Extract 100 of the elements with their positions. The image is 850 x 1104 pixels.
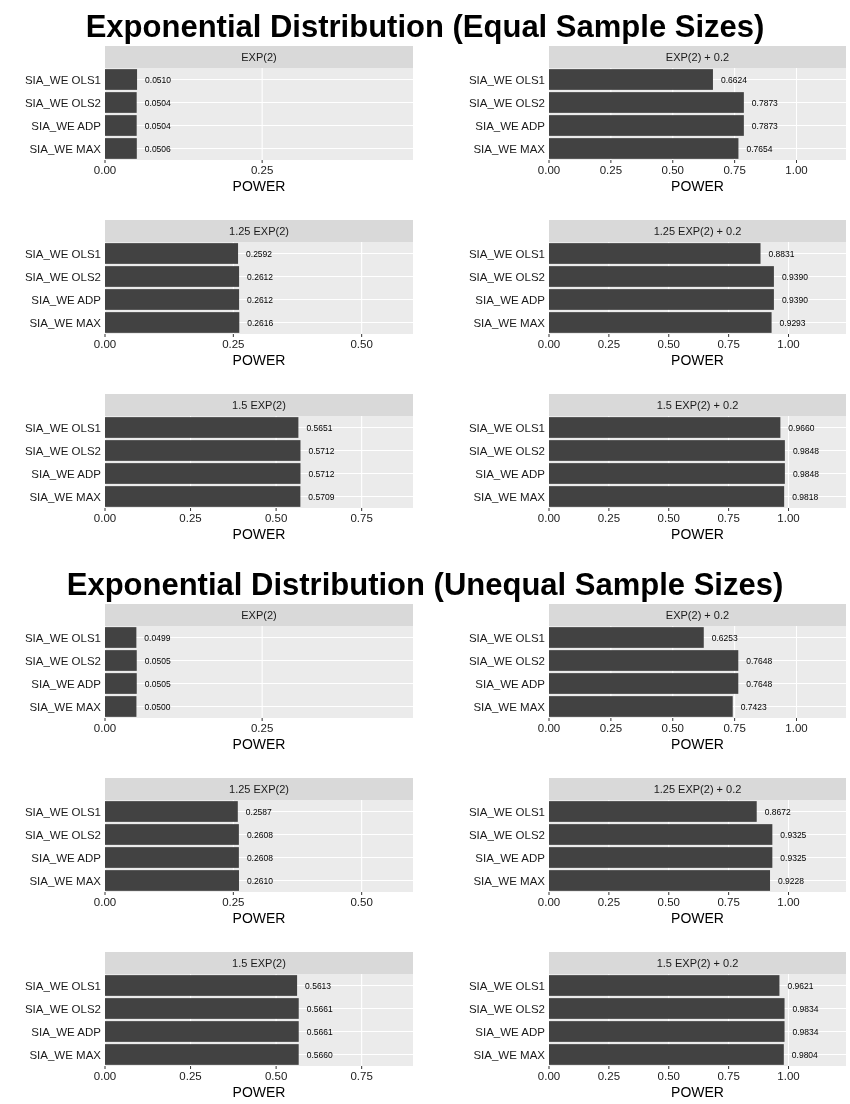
x-axis-title: POWER: [671, 178, 724, 194]
y-tick-label: SIA_WE OLS2: [24, 96, 101, 109]
data-label: 0.2612: [247, 294, 274, 305]
x-tick-label: 0.00: [93, 1070, 117, 1082]
data-label: 0.2608: [246, 852, 274, 863]
x-axis-title: POWER: [232, 352, 286, 368]
y-tick-label: SIA_WE MAX: [473, 1048, 546, 1061]
y-tick-label: SIA_WE OLS1: [24, 421, 101, 434]
y-tick-label: SIA_WE ADP: [31, 293, 102, 306]
x-tick-label: 0.50: [657, 1070, 680, 1082]
bar: [549, 673, 739, 694]
bar: [549, 138, 739, 159]
data-label: 0.0510: [145, 74, 172, 85]
chart-title: EXP(2): [241, 609, 277, 621]
bar: [549, 92, 744, 113]
chart-title: 1.25 EXP(2): [229, 225, 289, 237]
x-tick-label: 0.25: [599, 722, 623, 734]
data-label: 0.5712: [308, 445, 335, 456]
data-label: 0.0505: [144, 678, 172, 689]
x-tick-label: 0.25: [222, 896, 245, 908]
data-label: 0.0504: [144, 120, 171, 131]
data-label: 0.5709: [308, 491, 335, 502]
x-tick-label: 0.25: [597, 512, 621, 524]
x-tick-label: 0.25: [597, 896, 621, 908]
y-tick-label: SIA_WE OLS1: [468, 631, 545, 644]
data-label: 0.5661: [306, 1003, 333, 1014]
y-tick-label: SIA_WE OLS2: [24, 1002, 101, 1015]
y-tick-label: SIA_WE MAX: [29, 142, 102, 155]
x-tick-label: 0.50: [264, 1070, 288, 1082]
x-tick-label: 0.75: [717, 896, 740, 908]
x-tick-label: 0.25: [222, 338, 245, 350]
data-label: 0.0506: [144, 143, 172, 154]
y-tick-label: SIA_WE MAX: [29, 316, 102, 329]
y-tick-label: SIA_WE OLS1: [468, 421, 545, 434]
x-axis-title: POWER: [671, 1084, 724, 1100]
y-tick-label: SIA_WE MAX: [473, 490, 546, 503]
y-tick-label: SIA_WE ADP: [475, 1025, 546, 1038]
x-tick-label: 0.25: [597, 338, 621, 350]
x-tick-label: 1.00: [777, 512, 800, 524]
x-tick-label: 0.25: [599, 164, 623, 176]
x-tick-label: 1.00: [777, 338, 800, 350]
x-axis-title: POWER: [232, 526, 286, 542]
x-axis-title: POWER: [232, 736, 286, 752]
x-tick-label: 0.50: [661, 164, 684, 176]
x-tick-label: 1.00: [785, 164, 808, 176]
x-tick-label: 0.00: [537, 722, 561, 734]
x-tick-label: 0.75: [723, 164, 746, 176]
x-axis-title: POWER: [232, 910, 286, 926]
x-tick-label: 0.75: [723, 722, 746, 734]
chart-title: EXP(2) + 0.2: [665, 609, 730, 621]
x-tick-label: 0.00: [537, 338, 561, 350]
y-tick-label: SIA_WE OLS1: [24, 979, 101, 992]
x-tick-label: 0.25: [179, 512, 202, 524]
x-tick-label: 0.00: [93, 338, 117, 350]
data-label: 0.2616: [247, 317, 274, 328]
y-tick-label: SIA_WE OLS2: [468, 270, 545, 283]
data-label: 0.5613: [305, 980, 332, 991]
chart-title: 1.25 EXP(2) + 0.2: [653, 783, 742, 795]
data-label: 0.8672: [764, 806, 791, 817]
bar: [549, 266, 774, 287]
data-label: 0.9325: [780, 852, 807, 863]
bar: [549, 312, 772, 333]
y-tick-label: SIA_WE OLS2: [468, 654, 545, 667]
bar: [549, 115, 744, 136]
chart-title: EXP(2): [241, 51, 277, 63]
y-tick-label: SIA_WE ADP: [475, 293, 546, 306]
data-label: 0.0499: [144, 632, 171, 643]
x-axis-title: POWER: [232, 178, 286, 194]
y-tick-label: SIA_WE OLS2: [24, 654, 101, 667]
chart-title: 1.5 EXP(2) + 0.2: [656, 399, 739, 411]
y-tick-label: SIA_WE OLS1: [24, 247, 101, 260]
y-tick-label: SIA_WE ADP: [31, 467, 102, 480]
x-tick-label: 0.50: [350, 896, 373, 908]
bar: [549, 696, 733, 717]
x-tick-label: 0.00: [537, 164, 561, 176]
data-label: 0.7648: [746, 655, 773, 666]
y-tick-label: SIA_WE MAX: [29, 874, 102, 887]
data-label: 0.5651: [306, 422, 333, 433]
x-tick-label: 0.00: [93, 512, 117, 524]
y-tick-label: SIA_WE OLS1: [24, 805, 101, 818]
x-tick-label: 0.25: [597, 1070, 621, 1082]
y-tick-label: SIA_WE MAX: [473, 316, 546, 329]
x-tick-label: 0.50: [661, 722, 684, 734]
chart-title: 1.5 EXP(2) + 0.2: [656, 957, 739, 969]
data-label: 0.9834: [792, 1026, 819, 1037]
y-tick-label: SIA_WE ADP: [475, 467, 546, 480]
data-label: 0.9390: [781, 271, 809, 282]
x-tick-label: 0.00: [537, 512, 561, 524]
bar: [549, 289, 774, 310]
y-tick-label: SIA_WE ADP: [31, 851, 102, 864]
data-label: 0.2612: [247, 271, 274, 282]
y-tick-label: SIA_WE OLS2: [468, 828, 545, 841]
x-axis-title: POWER: [671, 910, 724, 926]
data-label: 0.5661: [306, 1026, 333, 1037]
y-tick-label: SIA_WE OLS1: [468, 73, 545, 86]
data-label: 0.2608: [246, 829, 274, 840]
text: Exponential Distribution (Equal Sample Sizes): [85, 9, 765, 44]
x-tick-label: 0.25: [250, 164, 274, 176]
x-tick-label: 0.75: [717, 512, 740, 524]
x-axis-title: POWER: [671, 352, 724, 368]
